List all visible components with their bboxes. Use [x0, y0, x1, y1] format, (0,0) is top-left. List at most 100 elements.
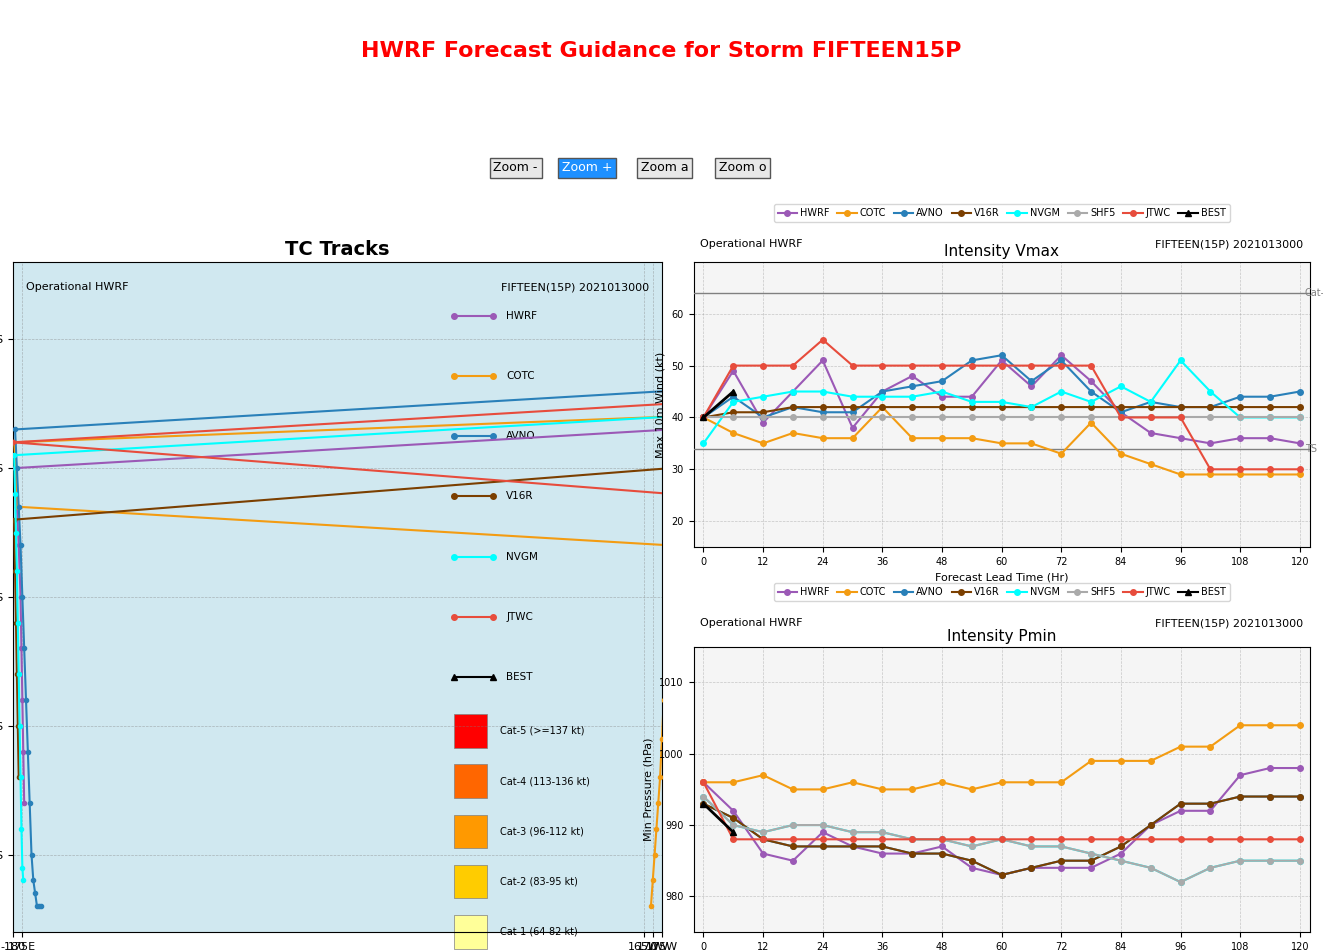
HWRF	[1084, 863, 1099, 874]
AVNO	[964, 855, 980, 866]
NVGM	[725, 397, 741, 408]
SHF5	[1113, 412, 1129, 423]
HWRF	[1262, 763, 1278, 774]
NVGM	[1172, 877, 1188, 888]
JTWC	[994, 834, 1009, 845]
Text: BEST: BEST	[507, 672, 533, 683]
SHF5	[1291, 412, 1307, 423]
HWRF	[755, 848, 771, 860]
AVNO	[1232, 791, 1248, 803]
JTWC	[1113, 834, 1129, 845]
NVGM	[875, 391, 890, 402]
NVGM	[1024, 401, 1040, 413]
SHF5	[1232, 412, 1248, 423]
NVGM	[904, 391, 919, 402]
SHF5	[904, 834, 919, 845]
Line: JTWC: JTWC	[701, 337, 1303, 472]
COTC	[934, 433, 950, 444]
JTWC	[964, 834, 980, 845]
SHF5	[755, 826, 771, 838]
V16R	[815, 841, 831, 852]
COTC	[1203, 469, 1218, 480]
HWRF	[904, 370, 919, 381]
COTC	[696, 412, 712, 423]
JTWC	[1232, 834, 1248, 845]
JTWC	[964, 359, 980, 371]
JTWC	[1024, 834, 1040, 845]
HWRF	[1053, 863, 1069, 874]
JTWC	[725, 834, 741, 845]
JTWC	[875, 359, 890, 371]
SHF5	[696, 791, 712, 803]
COTC	[994, 437, 1009, 449]
Line: JTWC: JTWC	[701, 780, 1303, 842]
COTC	[815, 784, 831, 795]
AVNO	[1262, 391, 1278, 402]
SHF5	[844, 412, 860, 423]
HWRF	[964, 863, 980, 874]
Text: Cat-3 (96-112 kt): Cat-3 (96-112 kt)	[500, 826, 583, 837]
Line: NVGM: NVGM	[701, 358, 1303, 446]
Text: FIFTEEN(15P) 2021013000: FIFTEEN(15P) 2021013000	[1155, 239, 1303, 249]
SHF5	[1084, 412, 1099, 423]
Y-axis label: Max 10m Wind (kt): Max 10m Wind (kt)	[656, 351, 665, 457]
COTC	[994, 777, 1009, 788]
Text: Operational HWRF: Operational HWRF	[700, 618, 802, 629]
Text: Cat-2 (83-95 kt): Cat-2 (83-95 kt)	[500, 877, 578, 886]
Text: Operational HWRF: Operational HWRF	[700, 239, 802, 249]
SHF5	[964, 841, 980, 852]
HWRF	[934, 391, 950, 402]
JTWC	[1053, 359, 1069, 371]
V16R	[904, 401, 919, 413]
Text: Cat-1 (64-82 kt): Cat-1 (64-82 kt)	[500, 927, 577, 937]
HWRF	[994, 869, 1009, 881]
JTWC	[815, 834, 831, 845]
JTWC	[785, 359, 800, 371]
NVGM	[1143, 397, 1159, 408]
AVNO	[755, 412, 771, 423]
SHF5	[1084, 848, 1099, 860]
Line: SHF5: SHF5	[701, 415, 1303, 420]
Text: FIFTEEN(15P) 2021013000: FIFTEEN(15P) 2021013000	[1155, 618, 1303, 629]
COTC	[1262, 720, 1278, 731]
AVNO	[1262, 791, 1278, 803]
AVNO	[934, 376, 950, 387]
HWRF	[1291, 437, 1307, 449]
AVNO	[904, 380, 919, 392]
HWRF	[785, 855, 800, 866]
JTWC	[785, 834, 800, 845]
V16R	[964, 401, 980, 413]
V16R	[844, 841, 860, 852]
Text: COTC: COTC	[507, 371, 534, 380]
NVGM	[755, 826, 771, 838]
JTWC	[875, 834, 890, 845]
SHF5	[785, 820, 800, 831]
Text: NVGM: NVGM	[507, 552, 538, 562]
AVNO	[815, 841, 831, 852]
Title: Intensity Vmax: Intensity Vmax	[945, 244, 1060, 260]
NVGM	[1113, 855, 1129, 866]
Text: Zoom -: Zoom -	[493, 162, 538, 174]
AVNO	[934, 848, 950, 860]
BEST	[696, 798, 712, 809]
SHF5	[696, 412, 712, 423]
HWRF	[1053, 350, 1069, 361]
Legend: HWRF, COTC, AVNO, V16R, NVGM, SHF5, JTWC, BEST: HWRF, COTC, AVNO, V16R, NVGM, SHF5, JTWC…	[774, 204, 1229, 222]
COTC	[725, 777, 741, 788]
HWRF	[904, 848, 919, 860]
Text: Cat-5 (>=137 kt): Cat-5 (>=137 kt)	[500, 726, 585, 736]
BEST	[696, 412, 712, 423]
SHF5	[725, 412, 741, 423]
COTC	[964, 433, 980, 444]
COTC	[934, 777, 950, 788]
HWRF	[1143, 820, 1159, 831]
NVGM	[1084, 848, 1099, 860]
COTC	[1291, 720, 1307, 731]
NVGM	[785, 820, 800, 831]
COTC	[1053, 448, 1069, 459]
Line: AVNO: AVNO	[701, 353, 1303, 420]
COTC	[1024, 437, 1040, 449]
BEST	[725, 826, 741, 838]
FancyBboxPatch shape	[454, 765, 487, 798]
V16R	[875, 841, 890, 852]
